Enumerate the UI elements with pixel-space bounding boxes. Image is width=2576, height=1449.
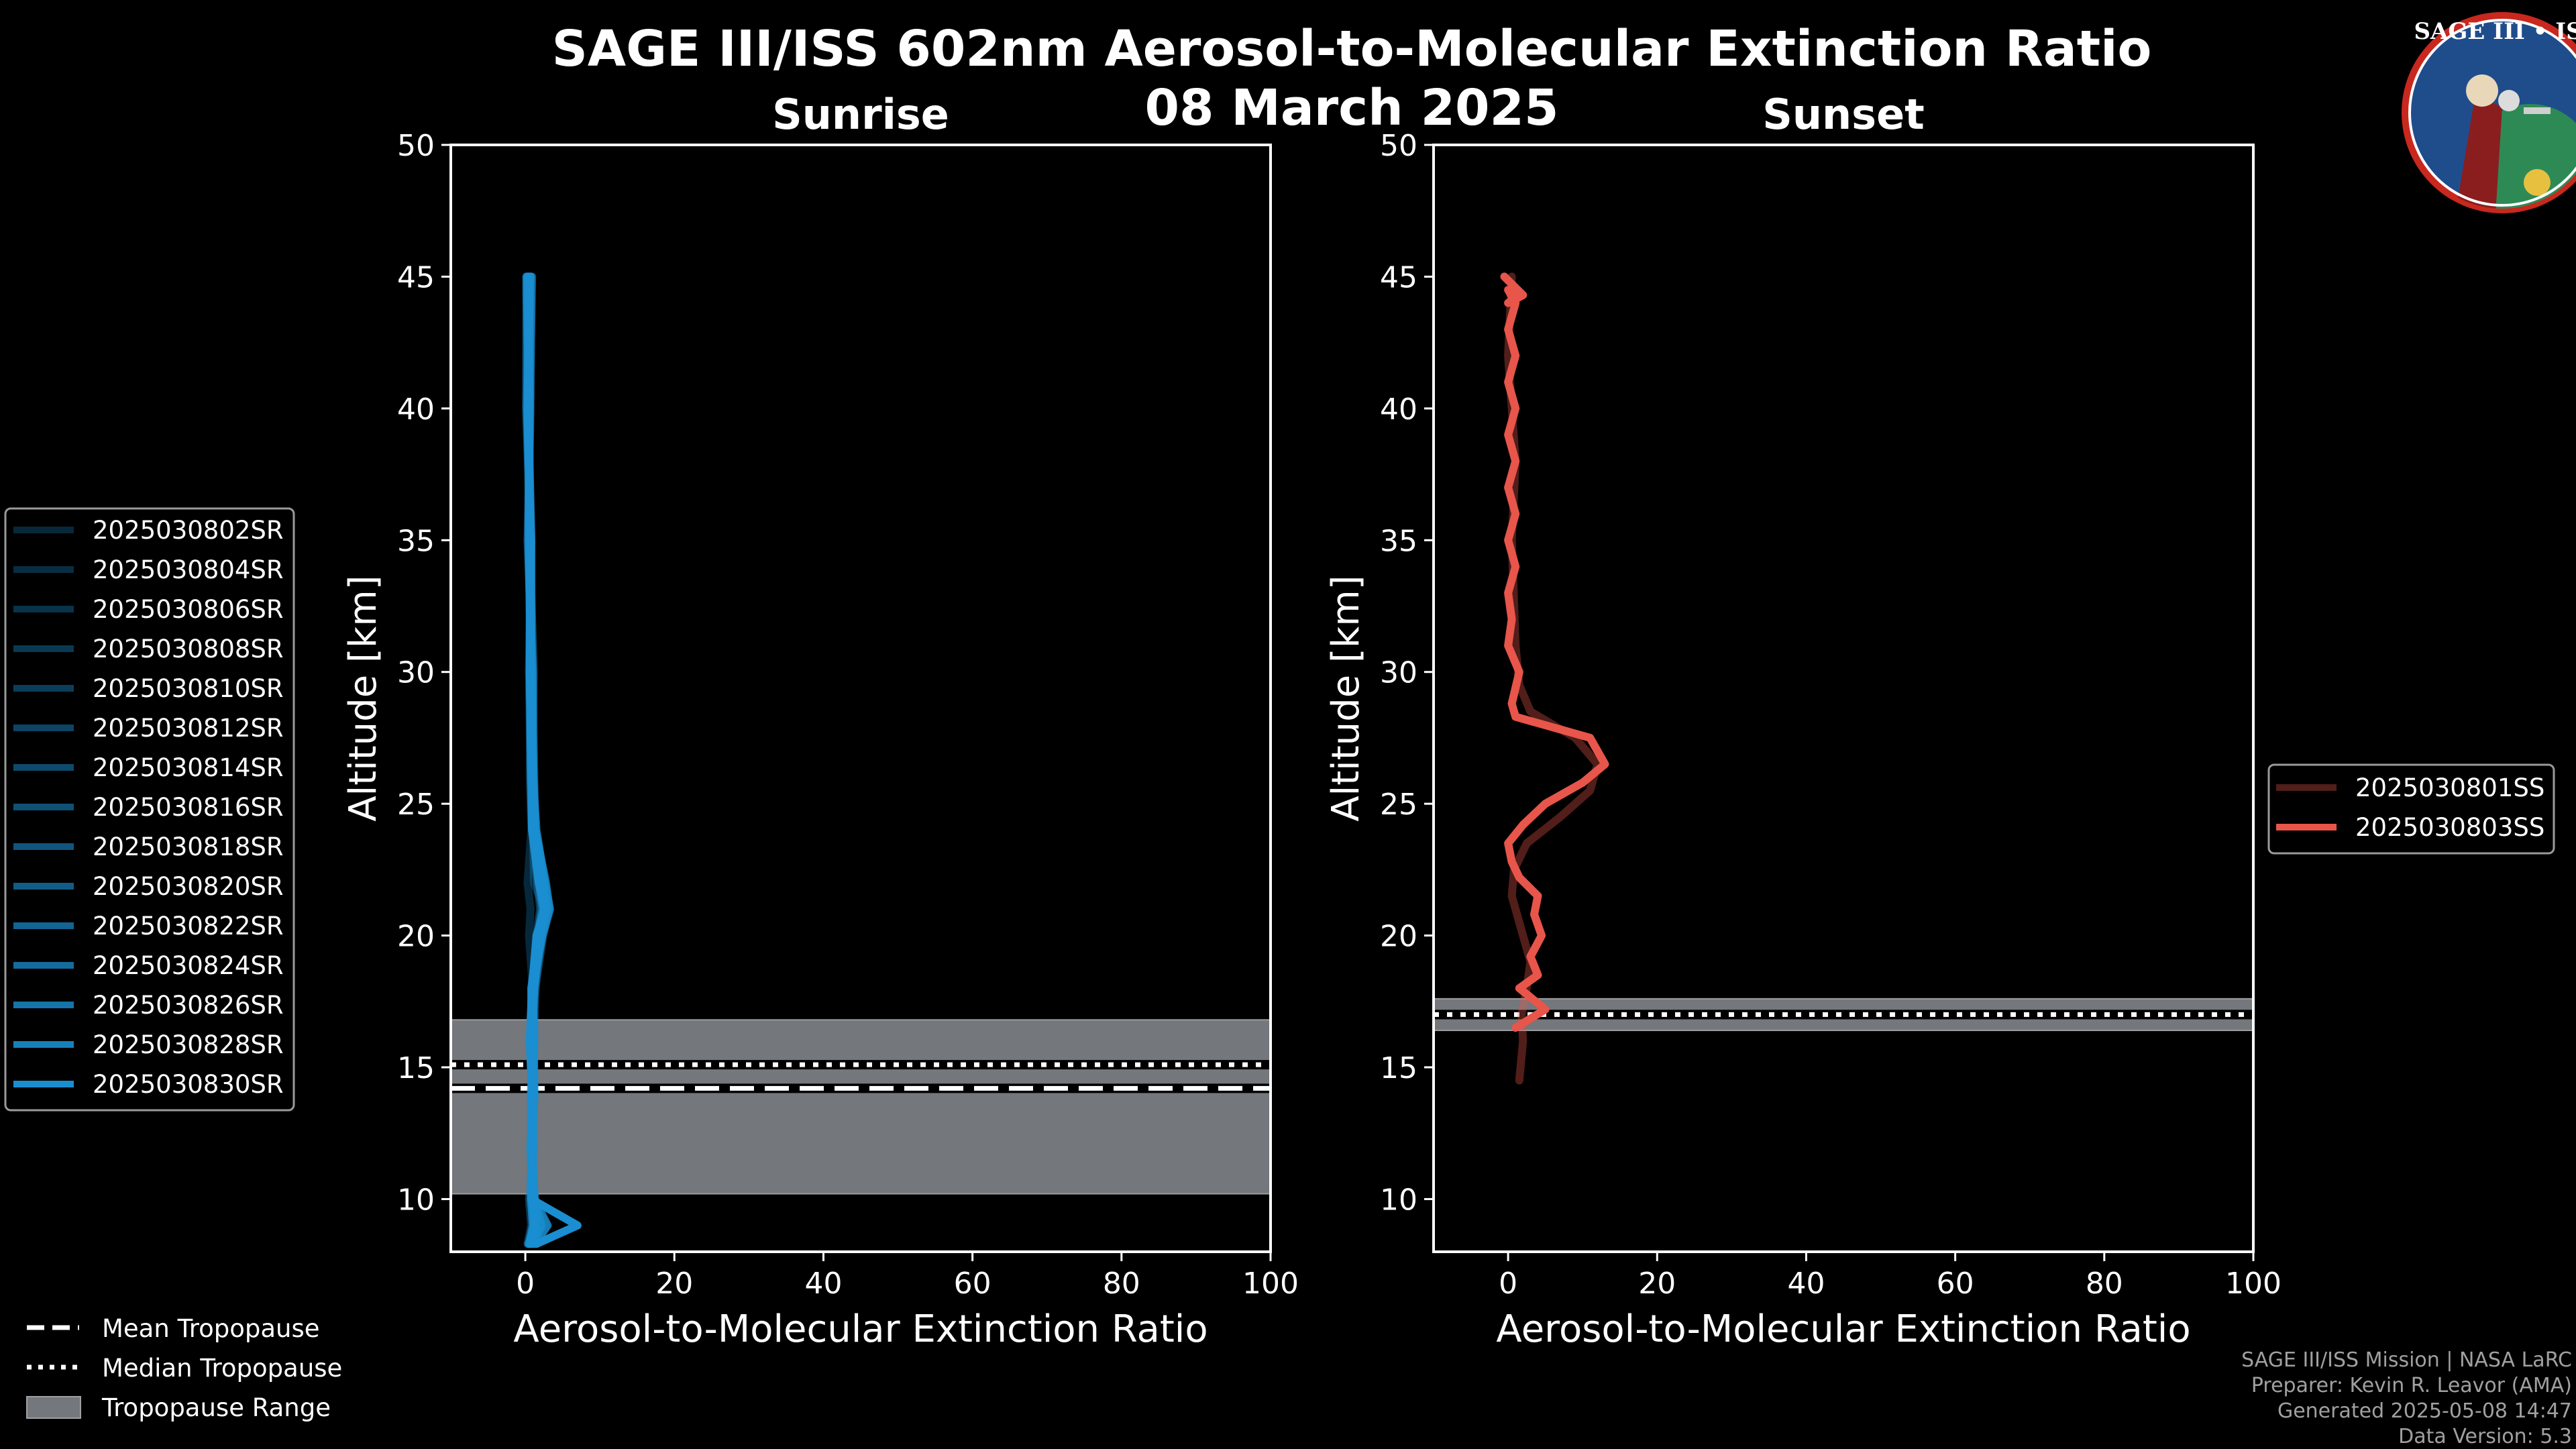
sunrise-y-tick-label: 35 bbox=[397, 524, 435, 558]
sunrise-tropopause-range-band bbox=[451, 1019, 1271, 1195]
sunrise-x-tick-label: 60 bbox=[954, 1267, 991, 1301]
sunset-y-tick-label: 25 bbox=[1380, 788, 1417, 822]
sunset-y-tick-label: 45 bbox=[1380, 260, 1417, 294]
tropopause-range-swatch bbox=[26, 1396, 81, 1419]
sunrise-x-tick-label: 20 bbox=[655, 1267, 693, 1301]
sunset-y-tick-label: 30 bbox=[1380, 656, 1417, 690]
sunrise-x-axis-label: Aerosol-to-Molecular Extinction Ratio bbox=[513, 1307, 1208, 1351]
mean-tropopause-label: Mean Tropopause bbox=[102, 1314, 320, 1343]
tropopause-range-label: Tropopause Range bbox=[101, 1393, 331, 1422]
sunset-legend-label: 2025030803SS bbox=[2355, 813, 2544, 842]
sunrise-x-tick-label: 100 bbox=[1242, 1267, 1299, 1301]
tropopause-legend: Mean Tropopause Median Tropopause Tropop… bbox=[26, 1314, 342, 1422]
sunrise-legend-label: 2025030806SR bbox=[93, 595, 284, 624]
sunset-panel-title: Sunset bbox=[1762, 90, 1925, 139]
sunset-x-axis-label: Aerosol-to-Molecular Extinction Ratio bbox=[1496, 1307, 2190, 1351]
robed-figure-icon bbox=[2455, 94, 2502, 209]
footer-credits: SAGE III/ISS Mission | NASA LaRC Prepare… bbox=[2241, 1348, 2572, 1448]
sunrise-legend-label: 2025030830SR bbox=[93, 1070, 284, 1099]
sunrise-y-tick-label: 25 bbox=[397, 788, 435, 822]
sunrise-legend-label: 2025030816SR bbox=[93, 793, 284, 822]
sunrise-legend-label: 2025030810SR bbox=[93, 674, 284, 703]
sunset-axes-frame bbox=[1432, 144, 2255, 1253]
sunrise-legend-label: 2025030802SR bbox=[93, 516, 284, 545]
sunrise-x-tick-label: 80 bbox=[1103, 1267, 1140, 1301]
median-tropopause-label: Median Tropopause bbox=[102, 1354, 342, 1383]
sunrise-legend-label: 2025030804SR bbox=[93, 555, 284, 584]
sunset-panel: 0 20 40 60 80 100 10 15 20 25 30 35 40 45 50 Aerosol-… bbox=[1324, 129, 2282, 1351]
footer-preparer: Preparer: Kevin R. Leavor (AMA) bbox=[2251, 1374, 2572, 1397]
sunrise-legend-label: 2025030808SR bbox=[93, 635, 284, 663]
footer-mission: SAGE III/ISS Mission | NASA LaRC bbox=[2241, 1348, 2572, 1372]
sunrise-legend-label: 2025030822SR bbox=[93, 912, 284, 941]
sunset-x-tick-label: 60 bbox=[1937, 1267, 1974, 1301]
sunset-legend-label: 2025030801SS bbox=[2355, 773, 2544, 802]
sunrise-x-tick-label: 40 bbox=[804, 1267, 842, 1301]
sunrise-legend-label: 2025030814SR bbox=[93, 753, 284, 782]
sunrise-y-tick-label: 10 bbox=[397, 1183, 435, 1217]
sage-iss-logo: SAGE III • ISS bbox=[2402, 12, 2576, 213]
footer-version: Data Version: 5.3 bbox=[2398, 1425, 2572, 1448]
sunrise-legend: 2025030802SR 2025030804SR 2025030806SR 2025… bbox=[4, 507, 295, 1112]
sunrise-legend-label: 2025030820SR bbox=[93, 872, 284, 901]
sunrise-legend-label: 2025030812SR bbox=[93, 714, 284, 743]
sunset-y-tick-label: 35 bbox=[1380, 524, 1417, 558]
sunset-x-tick-label: 40 bbox=[1787, 1267, 1825, 1301]
sunset-x-tick-label: 0 bbox=[1499, 1267, 1517, 1301]
sunrise-axes-frame bbox=[449, 144, 1272, 1253]
sunrise-x-tick-label: 0 bbox=[516, 1267, 535, 1301]
sunrise-profile-2025030830SR bbox=[523, 272, 582, 1248]
sunrise-panel-title: Sunrise bbox=[772, 90, 949, 139]
sunrise-y-tick-label: 30 bbox=[397, 656, 435, 690]
sunrise-y-tick-label: 45 bbox=[397, 260, 435, 294]
figure-date: 08 March 2025 bbox=[1144, 79, 1558, 137]
sunset-y-tick-label: 50 bbox=[1380, 129, 1417, 163]
sunset-x-tick-label: 20 bbox=[1638, 1267, 1676, 1301]
sunset-y-axis-label: Altitude [km] bbox=[1324, 575, 1368, 821]
sunset-y-tick-label: 20 bbox=[1380, 920, 1417, 954]
sunrise-y-tick-label: 40 bbox=[397, 392, 435, 427]
sunset-x-tick-label: 80 bbox=[2086, 1267, 2123, 1301]
sunset-y-tick-label: 10 bbox=[1380, 1183, 1417, 1217]
figure-title: SAGE III/ISS 602nm Aerosol-to-Molecular … bbox=[552, 20, 2152, 78]
sunrise-legend-label: 2025030826SR bbox=[93, 991, 284, 1020]
sunrise-y-tick-label: 20 bbox=[397, 920, 435, 954]
sunset-x-tick-label: 100 bbox=[2225, 1267, 2282, 1301]
figure-head-icon bbox=[2466, 74, 2498, 107]
footer-generated: Generated 2025-05-08 14:47 bbox=[2277, 1399, 2572, 1423]
sun-icon bbox=[2524, 169, 2551, 196]
sunrise-y-axis-label: Altitude [km] bbox=[341, 575, 385, 821]
sunset-y-tick-label: 40 bbox=[1380, 392, 1417, 427]
sunrise-y-tick-label: 50 bbox=[397, 129, 435, 163]
sunset-legend: 2025030801SS 2025030803SS bbox=[2267, 763, 2555, 855]
sunrise-legend-box bbox=[4, 507, 295, 1112]
sunrise-panel: 0 20 40 60 80 100 10 15 20 25 30 35 40 45 50 Aerosol-… bbox=[341, 129, 1299, 1351]
moon-icon bbox=[2498, 90, 2520, 111]
sunset-y-tick-label: 15 bbox=[1380, 1051, 1417, 1085]
logo-text: SAGE III • ISS bbox=[2414, 18, 2576, 45]
sunset-profile-2025030803SS bbox=[1500, 272, 1609, 1032]
sunrise-y-tick-label: 15 bbox=[397, 1051, 435, 1085]
sunrise-legend-label: 2025030818SR bbox=[93, 833, 284, 861]
sunset-legend-box bbox=[2267, 763, 2555, 855]
sunrise-legend-label: 2025030828SR bbox=[93, 1030, 284, 1059]
sunrise-legend-label: 2025030824SR bbox=[93, 951, 284, 980]
iss-icon bbox=[2524, 107, 2551, 114]
